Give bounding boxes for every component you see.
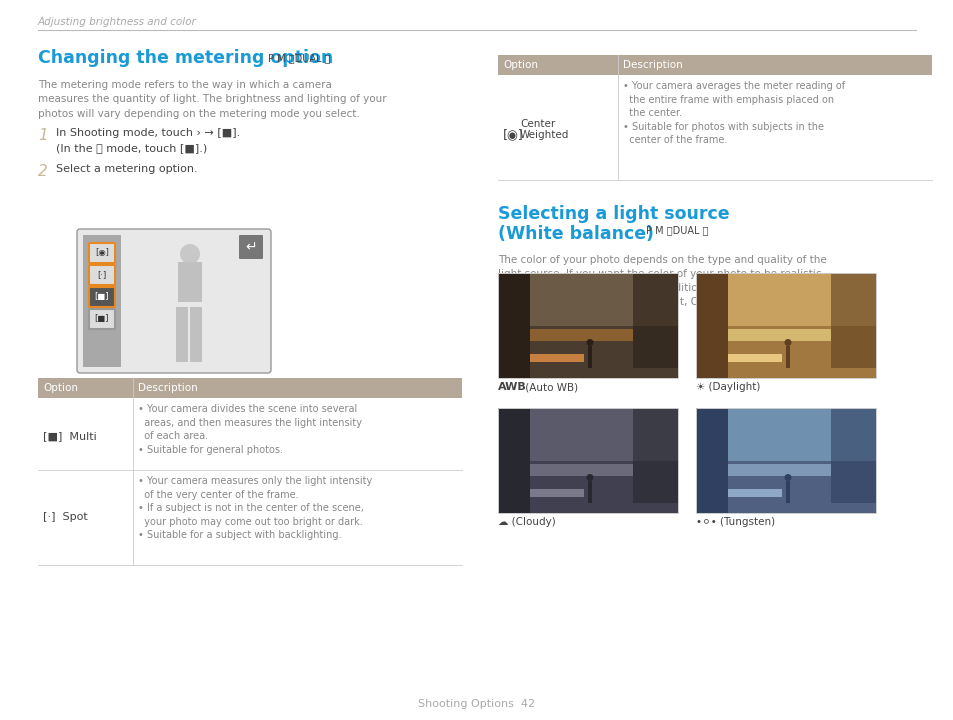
Bar <box>696 273 728 378</box>
Text: Shooting Options  42: Shooting Options 42 <box>418 699 535 709</box>
Bar <box>830 408 875 503</box>
Bar <box>497 273 678 378</box>
Circle shape <box>586 339 593 346</box>
Bar <box>38 378 461 398</box>
Text: Selecting a light source: Selecting a light source <box>497 205 729 223</box>
FancyBboxPatch shape <box>239 235 263 259</box>
Bar <box>696 273 875 325</box>
Bar <box>587 480 592 503</box>
Bar <box>530 489 584 498</box>
Bar <box>530 464 633 476</box>
Text: • Your camera divides the scene into several
  areas, and then measures the ligh: • Your camera divides the scene into sev… <box>138 404 361 455</box>
Bar <box>497 325 678 378</box>
Circle shape <box>180 244 200 264</box>
Bar <box>175 307 188 362</box>
Text: In Shooting mode, touch › → [■].: In Shooting mode, touch › → [■]. <box>56 128 240 138</box>
Circle shape <box>586 474 593 481</box>
Text: Adjusting brightness and color: Adjusting brightness and color <box>38 17 196 27</box>
Bar <box>830 273 875 367</box>
Bar <box>633 273 678 367</box>
Text: Select a metering option.: Select a metering option. <box>56 164 197 174</box>
Text: (White balance): (White balance) <box>497 225 654 243</box>
Text: Description: Description <box>138 383 197 393</box>
FancyBboxPatch shape <box>89 287 115 307</box>
Bar <box>785 480 789 503</box>
Text: (Auto WB): (Auto WB) <box>521 382 578 392</box>
Text: [■]  Multi: [■] Multi <box>43 431 96 441</box>
Text: Description: Description <box>622 60 682 70</box>
Text: Option: Option <box>502 60 537 70</box>
Bar <box>497 408 678 461</box>
Text: ☀ (Daylight): ☀ (Daylight) <box>696 382 760 392</box>
Text: AWB: AWB <box>497 382 526 392</box>
Bar <box>190 307 202 362</box>
Text: Center
Weighted: Center Weighted <box>519 119 569 140</box>
Circle shape <box>783 339 791 346</box>
Bar <box>696 408 728 513</box>
Bar <box>497 461 678 513</box>
Bar <box>587 346 592 367</box>
FancyBboxPatch shape <box>77 229 271 373</box>
FancyBboxPatch shape <box>89 265 115 285</box>
Bar <box>785 346 789 367</box>
Bar <box>696 408 875 513</box>
Text: P M ⓘDUAL 📷: P M ⓘDUAL 📷 <box>645 225 708 235</box>
Bar <box>497 75 931 180</box>
Bar <box>728 328 830 341</box>
Text: ☁ (Cloudy): ☁ (Cloudy) <box>497 517 556 527</box>
Text: The metering mode refers to the way in which a camera
measures the quantity of l: The metering mode refers to the way in w… <box>38 80 386 119</box>
FancyBboxPatch shape <box>89 243 115 263</box>
Text: P M ⓘDUAL 📷: P M ⓘDUAL 📷 <box>268 53 330 63</box>
Bar <box>497 273 530 378</box>
Bar <box>38 470 461 565</box>
Text: (In the 📹 mode, touch [■].): (In the 📹 mode, touch [■].) <box>56 143 207 153</box>
FancyBboxPatch shape <box>89 309 115 329</box>
Text: • Your camera averages the meter reading of
  the entire frame with emphasis pla: • Your camera averages the meter reading… <box>622 81 844 145</box>
Bar <box>38 398 461 470</box>
Text: Changing the metering option: Changing the metering option <box>38 49 333 67</box>
Text: Option: Option <box>43 383 78 393</box>
Text: ↵: ↵ <box>245 240 256 254</box>
Text: 1: 1 <box>38 128 48 143</box>
Bar <box>696 325 875 378</box>
Text: [◉]: [◉] <box>95 248 109 258</box>
Bar <box>497 408 678 513</box>
Text: [·]  Spot: [·] Spot <box>43 513 88 523</box>
Bar <box>633 408 678 503</box>
Bar <box>696 408 875 461</box>
Bar <box>728 489 781 498</box>
Bar <box>497 55 931 75</box>
Text: • Your camera measures only the light intensity
  of the very center of the fram: • Your camera measures only the light in… <box>138 476 372 541</box>
Text: [·]: [·] <box>97 271 107 279</box>
Bar <box>497 273 678 325</box>
Bar <box>728 464 830 476</box>
Bar <box>178 262 202 302</box>
Bar <box>728 354 781 362</box>
Bar <box>83 235 121 367</box>
Text: [■]: [■] <box>94 315 110 323</box>
Bar <box>696 461 875 513</box>
Text: [◉]: [◉] <box>502 128 523 141</box>
Circle shape <box>783 474 791 481</box>
Bar <box>497 408 530 513</box>
Text: •⚪• (Tungsten): •⚪• (Tungsten) <box>696 517 774 527</box>
Text: [■]: [■] <box>94 292 110 302</box>
Bar <box>530 354 584 362</box>
Text: 2: 2 <box>38 164 48 179</box>
Bar <box>696 273 875 378</box>
Text: The color of your photo depends on the type and quality of the
light source. If : The color of your photo depends on the t… <box>497 255 826 307</box>
Bar <box>530 328 633 341</box>
